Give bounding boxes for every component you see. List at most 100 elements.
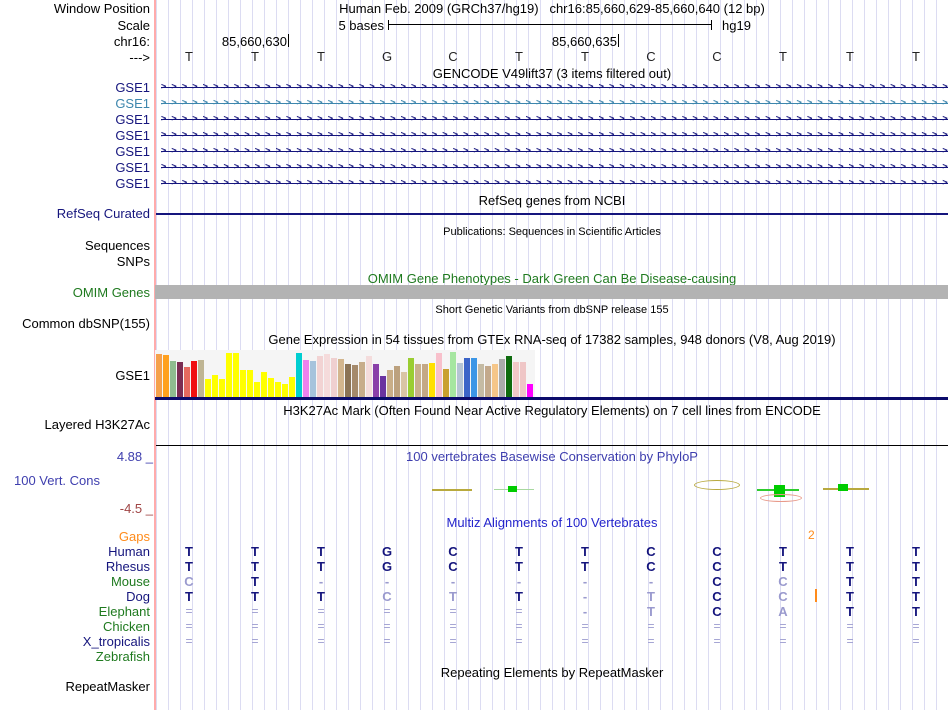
gtex-expression-bar[interactable] [254, 382, 260, 397]
refseq-track-label[interactable]: RefSeq Curated [56, 206, 150, 221]
gtex-expression-bar[interactable] [352, 365, 358, 397]
gtex-expression-bar[interactable] [338, 359, 344, 397]
alignment-base: = [912, 634, 920, 648]
gtex-expression-bar[interactable] [205, 379, 211, 397]
refseq-gene-line[interactable] [156, 213, 948, 215]
gene-transcript[interactable]: >>>>>>>>>>>>>>>>>>>>>>>>>>>>>>>>>>>>>>>>… [161, 112, 948, 127]
gene-transcript[interactable]: >>>>>>>>>>>>>>>>>>>>>>>>>>>>>>>>>>>>>>>>… [161, 144, 948, 159]
gtex-expression-bar[interactable] [275, 382, 281, 397]
gtex-expression-bar[interactable] [156, 354, 162, 397]
alignment-base: T [912, 544, 920, 559]
gtex-expression-bar[interactable] [394, 366, 400, 397]
gtex-expression-bar[interactable] [436, 353, 442, 397]
gtex-expression-bar[interactable] [240, 370, 246, 397]
alignment-base: C [448, 559, 458, 574]
species-label-chicken[interactable]: Chicken [103, 619, 150, 634]
gtex-expression-bar[interactable] [177, 362, 183, 397]
gene-item-label[interactable]: GSE1 [115, 112, 150, 127]
gtex-expression-bar[interactable] [464, 358, 470, 397]
gtex-expression-bar[interactable] [296, 353, 302, 397]
gtex-expression-bar[interactable] [457, 363, 463, 397]
gtex-expression-bar[interactable] [380, 376, 386, 397]
gtex-expression-bar[interactable] [520, 362, 526, 397]
gaps-track-label[interactable]: Gaps [118, 529, 150, 544]
gtex-expression-bar[interactable] [499, 359, 505, 397]
gene-item-label[interactable]: GSE1 [115, 160, 150, 175]
transcript-line [161, 183, 948, 184]
gtex-expression-bar[interactable] [331, 358, 337, 397]
gtex-expression-bar[interactable] [163, 355, 169, 397]
species-label-human[interactable]: Human [108, 544, 150, 559]
gtex-expression-bar[interactable] [261, 372, 267, 397]
gene-transcript[interactable]: >>>>>>>>>>>>>>>>>>>>>>>>>>>>>>>>>>>>>>>>… [161, 96, 948, 111]
gene-transcript[interactable]: >>>>>>>>>>>>>>>>>>>>>>>>>>>>>>>>>>>>>>>>… [161, 160, 948, 175]
gtex-expression-bar[interactable] [289, 377, 295, 397]
alignment-base: C [382, 589, 392, 604]
gtex-expression-bar[interactable] [450, 352, 456, 397]
omim-gene-bar[interactable] [155, 285, 948, 299]
species-label-x_tropicalis[interactable]: X_tropicalis [82, 634, 150, 649]
gtex-expression-bar[interactable] [170, 361, 176, 397]
gtex-expression-bar[interactable] [513, 362, 519, 397]
gtex-expression-bar[interactable] [324, 354, 330, 397]
gene-transcript[interactable]: >>>>>>>>>>>>>>>>>>>>>>>>>>>>>>>>>>>>>>>>… [161, 128, 948, 143]
gene-item-label[interactable]: GSE1 [115, 176, 150, 191]
gtex-expression-bar[interactable] [492, 364, 498, 397]
alignment-base: T [647, 604, 655, 619]
gtex-expression-bar[interactable] [478, 364, 484, 397]
gtex-expression-bar[interactable] [429, 363, 435, 397]
gtex-expression-bar[interactable] [233, 353, 239, 397]
gtex-expression-bar[interactable] [359, 362, 365, 397]
gtex-expression-bar[interactable] [408, 358, 414, 397]
gtex-expression-bar[interactable] [191, 361, 197, 397]
repeatmasker-track-label[interactable]: RepeatMasker [65, 679, 150, 694]
sequences-track-label[interactable]: Sequences [84, 238, 150, 253]
gtex-expression-bar[interactable] [303, 360, 309, 397]
gtex-expression-bar[interactable] [268, 378, 274, 397]
gtex-expression-bar[interactable] [317, 356, 323, 397]
assembly-short-label: hg19 [722, 18, 751, 33]
gtex-expression-bar[interactable] [310, 361, 316, 397]
gene-item-label[interactable]: GSE1 [115, 80, 150, 95]
omim-track-label[interactable]: OMIM Genes [72, 285, 150, 300]
species-label-zebrafish[interactable]: Zebrafish [95, 649, 150, 664]
gene-transcript[interactable]: >>>>>>>>>>>>>>>>>>>>>>>>>>>>>>>>>>>>>>>>… [161, 80, 948, 95]
gene-item-label[interactable]: GSE1 [115, 128, 150, 143]
species-label-rhesus[interactable]: Rhesus [105, 559, 150, 574]
gtex-track-label[interactable]: GSE1 [115, 368, 150, 383]
gtex-expression-bar[interactable] [184, 367, 190, 397]
gtex-expression-bar[interactable] [471, 358, 477, 397]
gtex-expression-bar[interactable] [219, 379, 225, 397]
species-label-mouse[interactable]: Mouse [110, 574, 150, 589]
species-label-dog[interactable]: Dog [126, 589, 150, 604]
gtex-expression-bar[interactable] [527, 384, 533, 397]
dbsnp-track-label[interactable]: Common dbSNP(155) [22, 316, 150, 331]
gtex-expression-bar[interactable] [506, 356, 512, 397]
species-label-elephant[interactable]: Elephant [98, 604, 150, 619]
gtex-expression-bar[interactable] [198, 360, 204, 397]
gtex-expression-bar[interactable] [247, 370, 253, 397]
base-letter: T [515, 49, 523, 64]
gtex-expression-bar[interactable] [282, 384, 288, 397]
gtex-expression-bar[interactable] [443, 369, 449, 397]
gtex-expression-bar[interactable] [387, 370, 393, 397]
gtex-expression-bar[interactable] [345, 364, 351, 397]
gtex-expression-bar[interactable] [226, 353, 232, 397]
gtex-expression-bar[interactable] [485, 366, 491, 397]
snps-track-label[interactable]: SNPs [116, 254, 150, 269]
gtex-expression-bar[interactable] [212, 375, 218, 397]
h3k27ac-track-label[interactable]: Layered H3K27Ac [44, 417, 150, 432]
gtex-expression-bar[interactable] [415, 364, 421, 397]
alignment-base: C [646, 544, 656, 559]
gene-transcript[interactable]: >>>>>>>>>>>>>>>>>>>>>>>>>>>>>>>>>>>>>>>>… [161, 176, 948, 191]
alignment-base: C [778, 589, 788, 604]
transcript-line [161, 135, 948, 136]
gtex-expression-bar[interactable] [422, 364, 428, 397]
gtex-expression-bar[interactable] [366, 356, 372, 397]
gene-item-label[interactable]: GSE1 [115, 96, 150, 111]
gene-item-label[interactable]: GSE1 [115, 144, 150, 159]
gtex-expression-bar[interactable] [401, 372, 407, 397]
gtex-expression-bar[interactable] [373, 364, 379, 397]
base-letter: T [251, 49, 259, 64]
conservation-track-label[interactable]: 100 Vert. Cons [14, 473, 100, 488]
